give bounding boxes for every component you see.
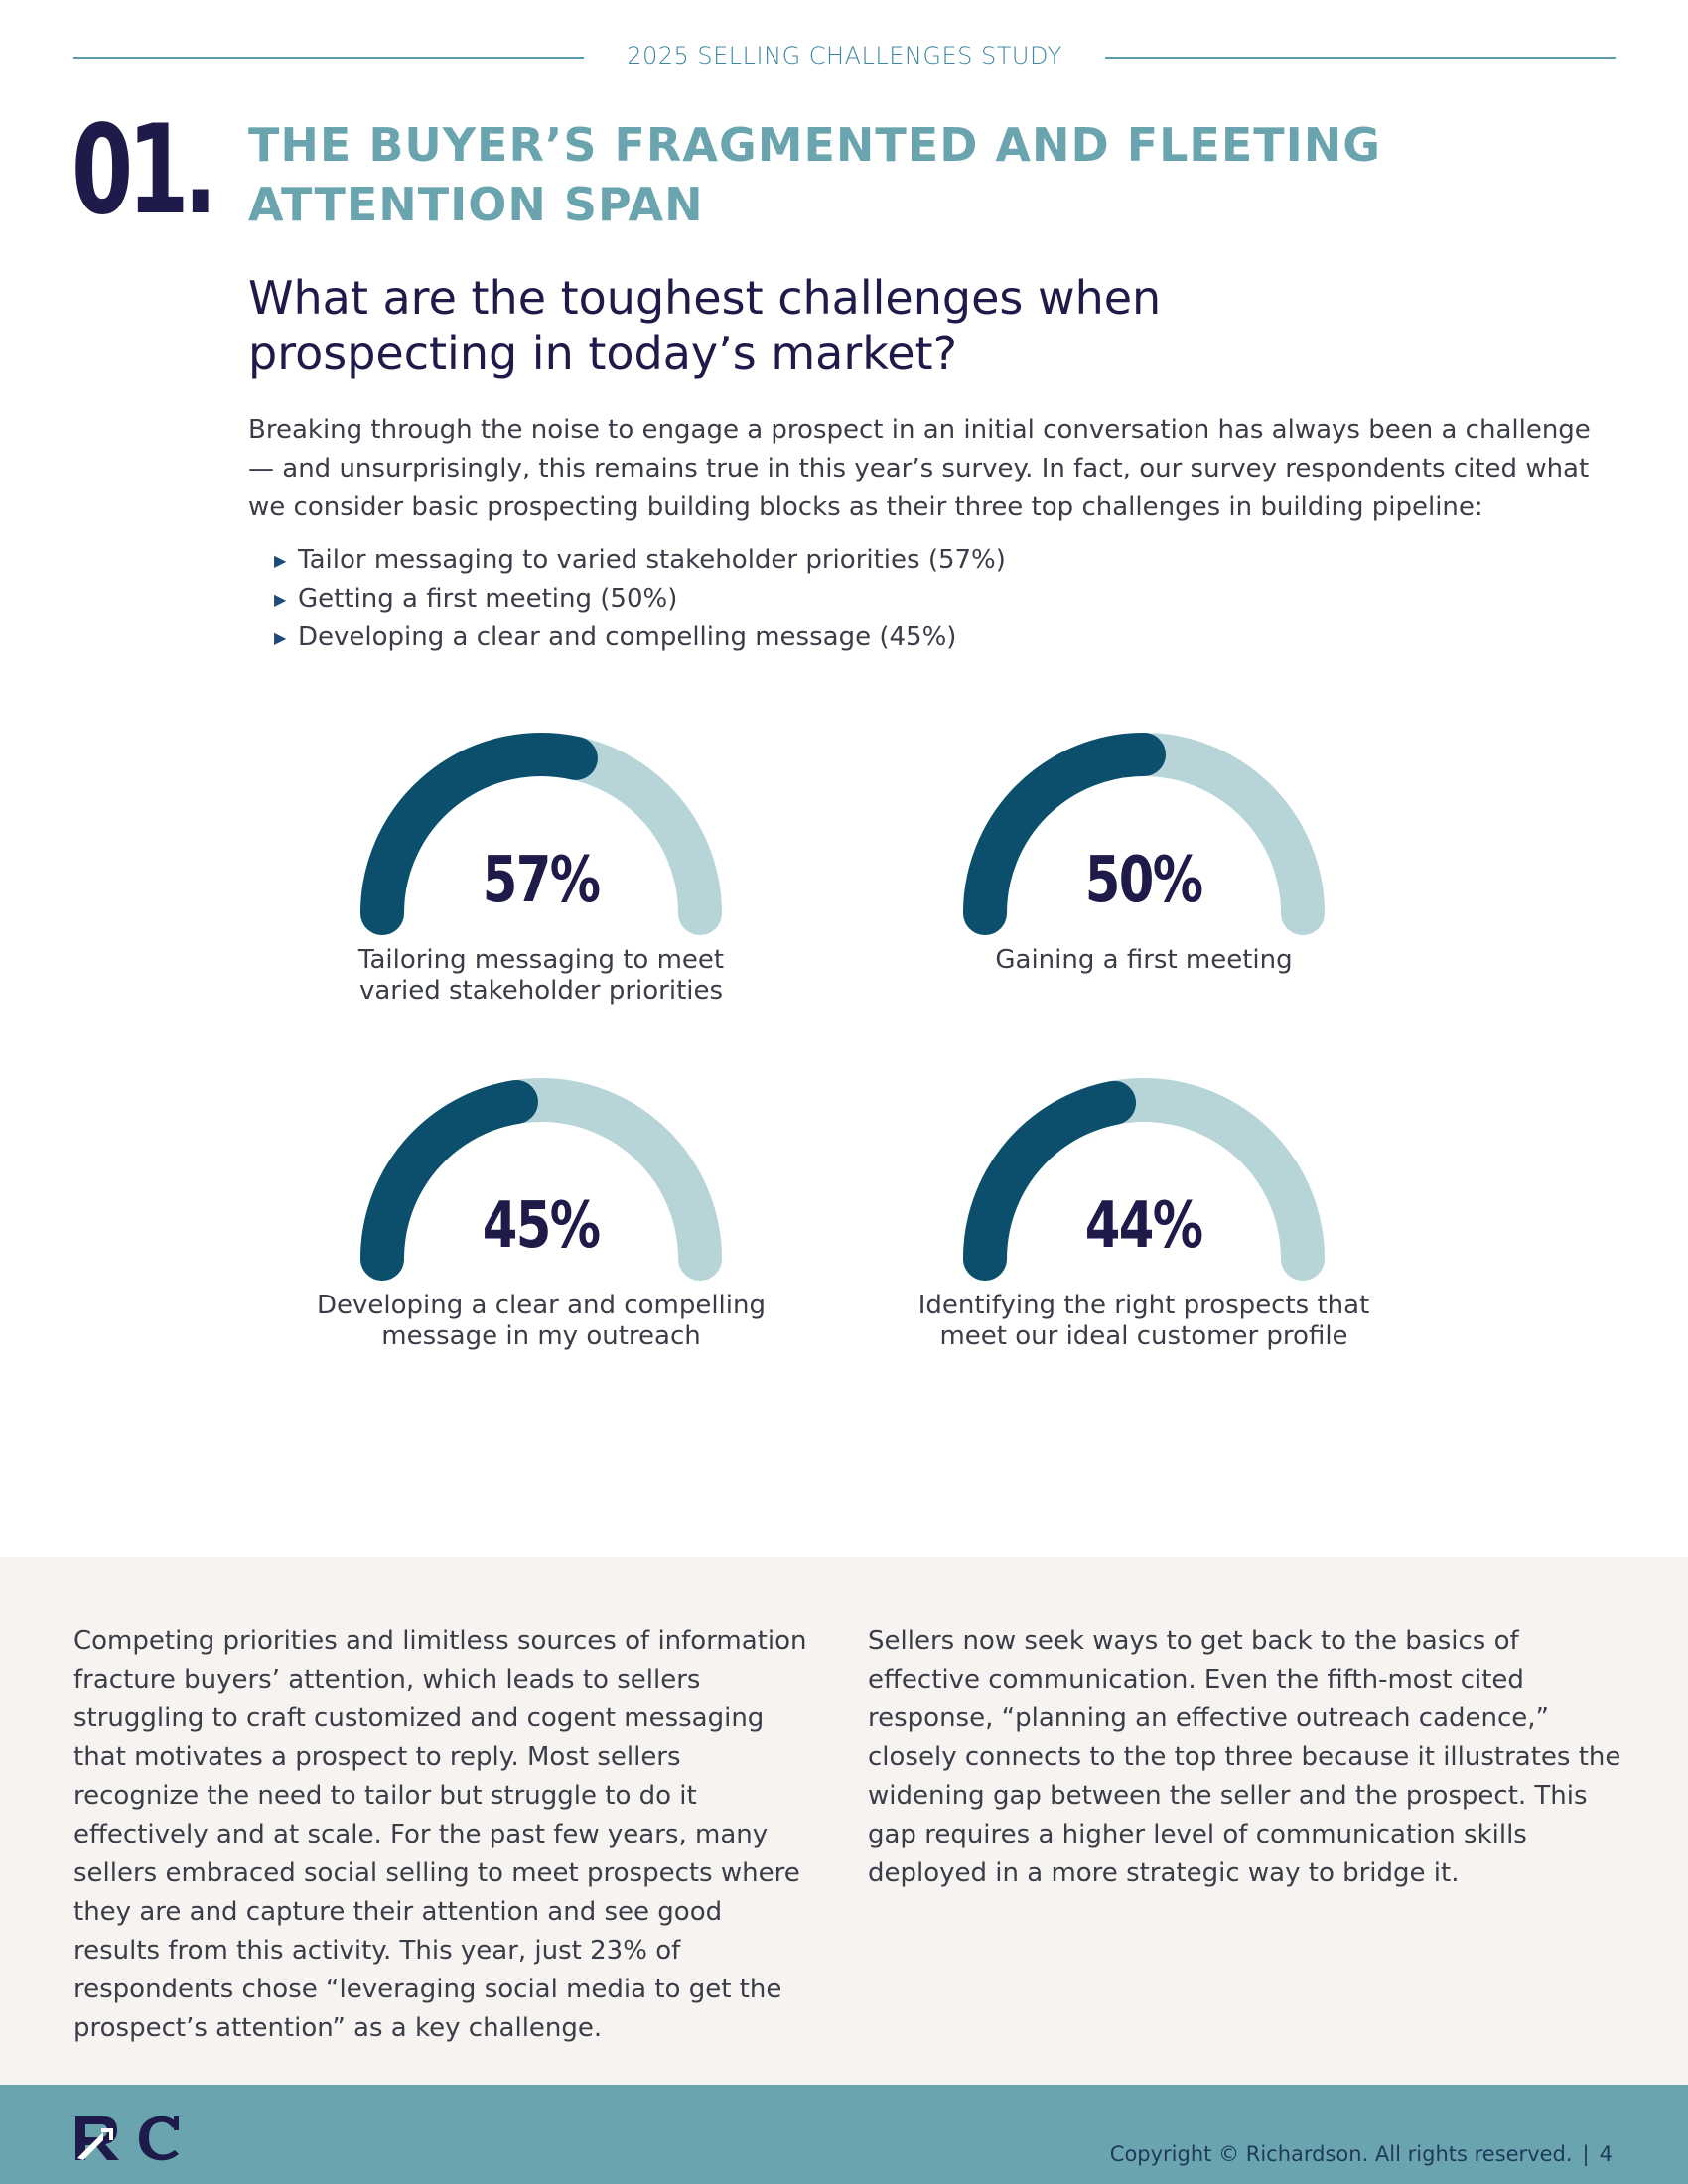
gauge-svg: [360, 733, 722, 935]
gauge-fill: [360, 1079, 538, 1281]
section-title: THE BUYER’S FRAGMENTED AND FLEETING ATTE…: [248, 115, 1440, 234]
intro-paragraph: Breaking through the noise to engage a p…: [248, 415, 1591, 522]
page-header: 2025 SELLING CHALLENGES STUDY: [73, 42, 1616, 77]
gauge-caption-line1: Developing a clear and compelling: [317, 1291, 766, 1320]
bullet-item: ▶ Tailor messaging to varied stakeholder …: [274, 541, 1565, 580]
gauge-caption: Tailoring messaging to meet varied stake…: [283, 945, 799, 1007]
gauge-caption-line2: message in my outreach: [381, 1321, 701, 1351]
gauge-chart: 45% Developing a clear and compelling me…: [317, 1070, 766, 1368]
bullet-item: ▶ Developing a clear and compelling messa…: [274, 618, 1565, 657]
bullet-list: ▶ Tailor messaging to varied stakeholder …: [274, 541, 1565, 657]
body-band: [0, 1557, 1688, 2085]
copyright-line: Copyright © Richardson. All rights reser…: [1110, 2142, 1613, 2166]
bullet-item: ▶ Getting a first meeting (50%): [274, 580, 1565, 618]
triangle-bullet-icon: ▶: [274, 551, 287, 570]
gauge-svg: [360, 1078, 722, 1281]
gauge-value-label: 44%: [1085, 1189, 1203, 1263]
bullet-text: Developing a clear and compelling messag…: [298, 622, 957, 652]
bullet-text: Tailor messaging to varied stakeholder p…: [298, 545, 1006, 575]
section-title-line1: THE BUYER’S FRAGMENTED AND FLEETING: [248, 118, 1382, 172]
rc-logo-icon: [75, 2116, 179, 2161]
question-line1: What are the toughest challenges when: [248, 271, 1162, 325]
gauge-value-label: 50%: [1085, 844, 1203, 917]
bullet-text: Getting a first meeting (50%): [298, 584, 678, 614]
page-number: 4: [1599, 2142, 1613, 2166]
gauge-fill: [360, 733, 598, 935]
gauge-value-label: 57%: [483, 844, 601, 917]
section-title-line2: ATTENTION SPAN: [248, 178, 704, 231]
body-column-left: Competing priorities and limitless sourc…: [73, 1626, 807, 2043]
gauge-value-label: 45%: [483, 1189, 601, 1263]
gauge-svg: [963, 1078, 1325, 1281]
question-heading: What are the toughest challenges when pr…: [248, 270, 1340, 381]
gauge-caption-line2: meet our ideal customer profile: [939, 1321, 1348, 1351]
gauge-caption-line1: Tailoring messaging to meet: [357, 945, 725, 975]
footer-separator: |: [1582, 2142, 1590, 2166]
gauge-chart: 50% Gaining a first meeting: [925, 725, 1362, 1023]
header-rule-left: [73, 57, 584, 59]
gauge-chart: 57% Tailoring messaging to meet varied s…: [323, 725, 760, 1023]
header-rule-right: [1105, 57, 1616, 59]
body-column-right: Sellers now seek ways to get back to the…: [868, 1626, 1621, 1888]
header-title: 2025 SELLING CHALLENGES STUDY: [627, 42, 1062, 69]
gauge-chart: 44% Identifying the right prospects that…: [918, 1070, 1369, 1368]
section-number: 01.: [71, 99, 217, 242]
gauge-caption: Identifying the right prospects that mee…: [886, 1291, 1402, 1352]
gauge-svg: [963, 733, 1325, 935]
gauge-fill: [963, 1080, 1137, 1281]
copyright-text: Copyright © Richardson. All rights reser…: [1109, 2142, 1573, 2166]
gauge-caption-line1: Identifying the right prospects that: [917, 1291, 1370, 1320]
gauge-fill: [963, 733, 1166, 935]
page-footer: [0, 2085, 1688, 2184]
gauge-caption-line2: varied stakeholder priorities: [358, 976, 724, 1006]
triangle-bullet-icon: ▶: [274, 628, 287, 647]
question-line2: prospecting in today’s market?: [248, 327, 958, 380]
triangle-bullet-icon: ▶: [274, 590, 287, 609]
gauge-caption: Developing a clear and compelling messag…: [283, 1291, 799, 1352]
gauge-caption: Gaining a first meeting: [886, 945, 1402, 976]
gauge-caption-line1: Gaining a first meeting: [995, 945, 1293, 975]
